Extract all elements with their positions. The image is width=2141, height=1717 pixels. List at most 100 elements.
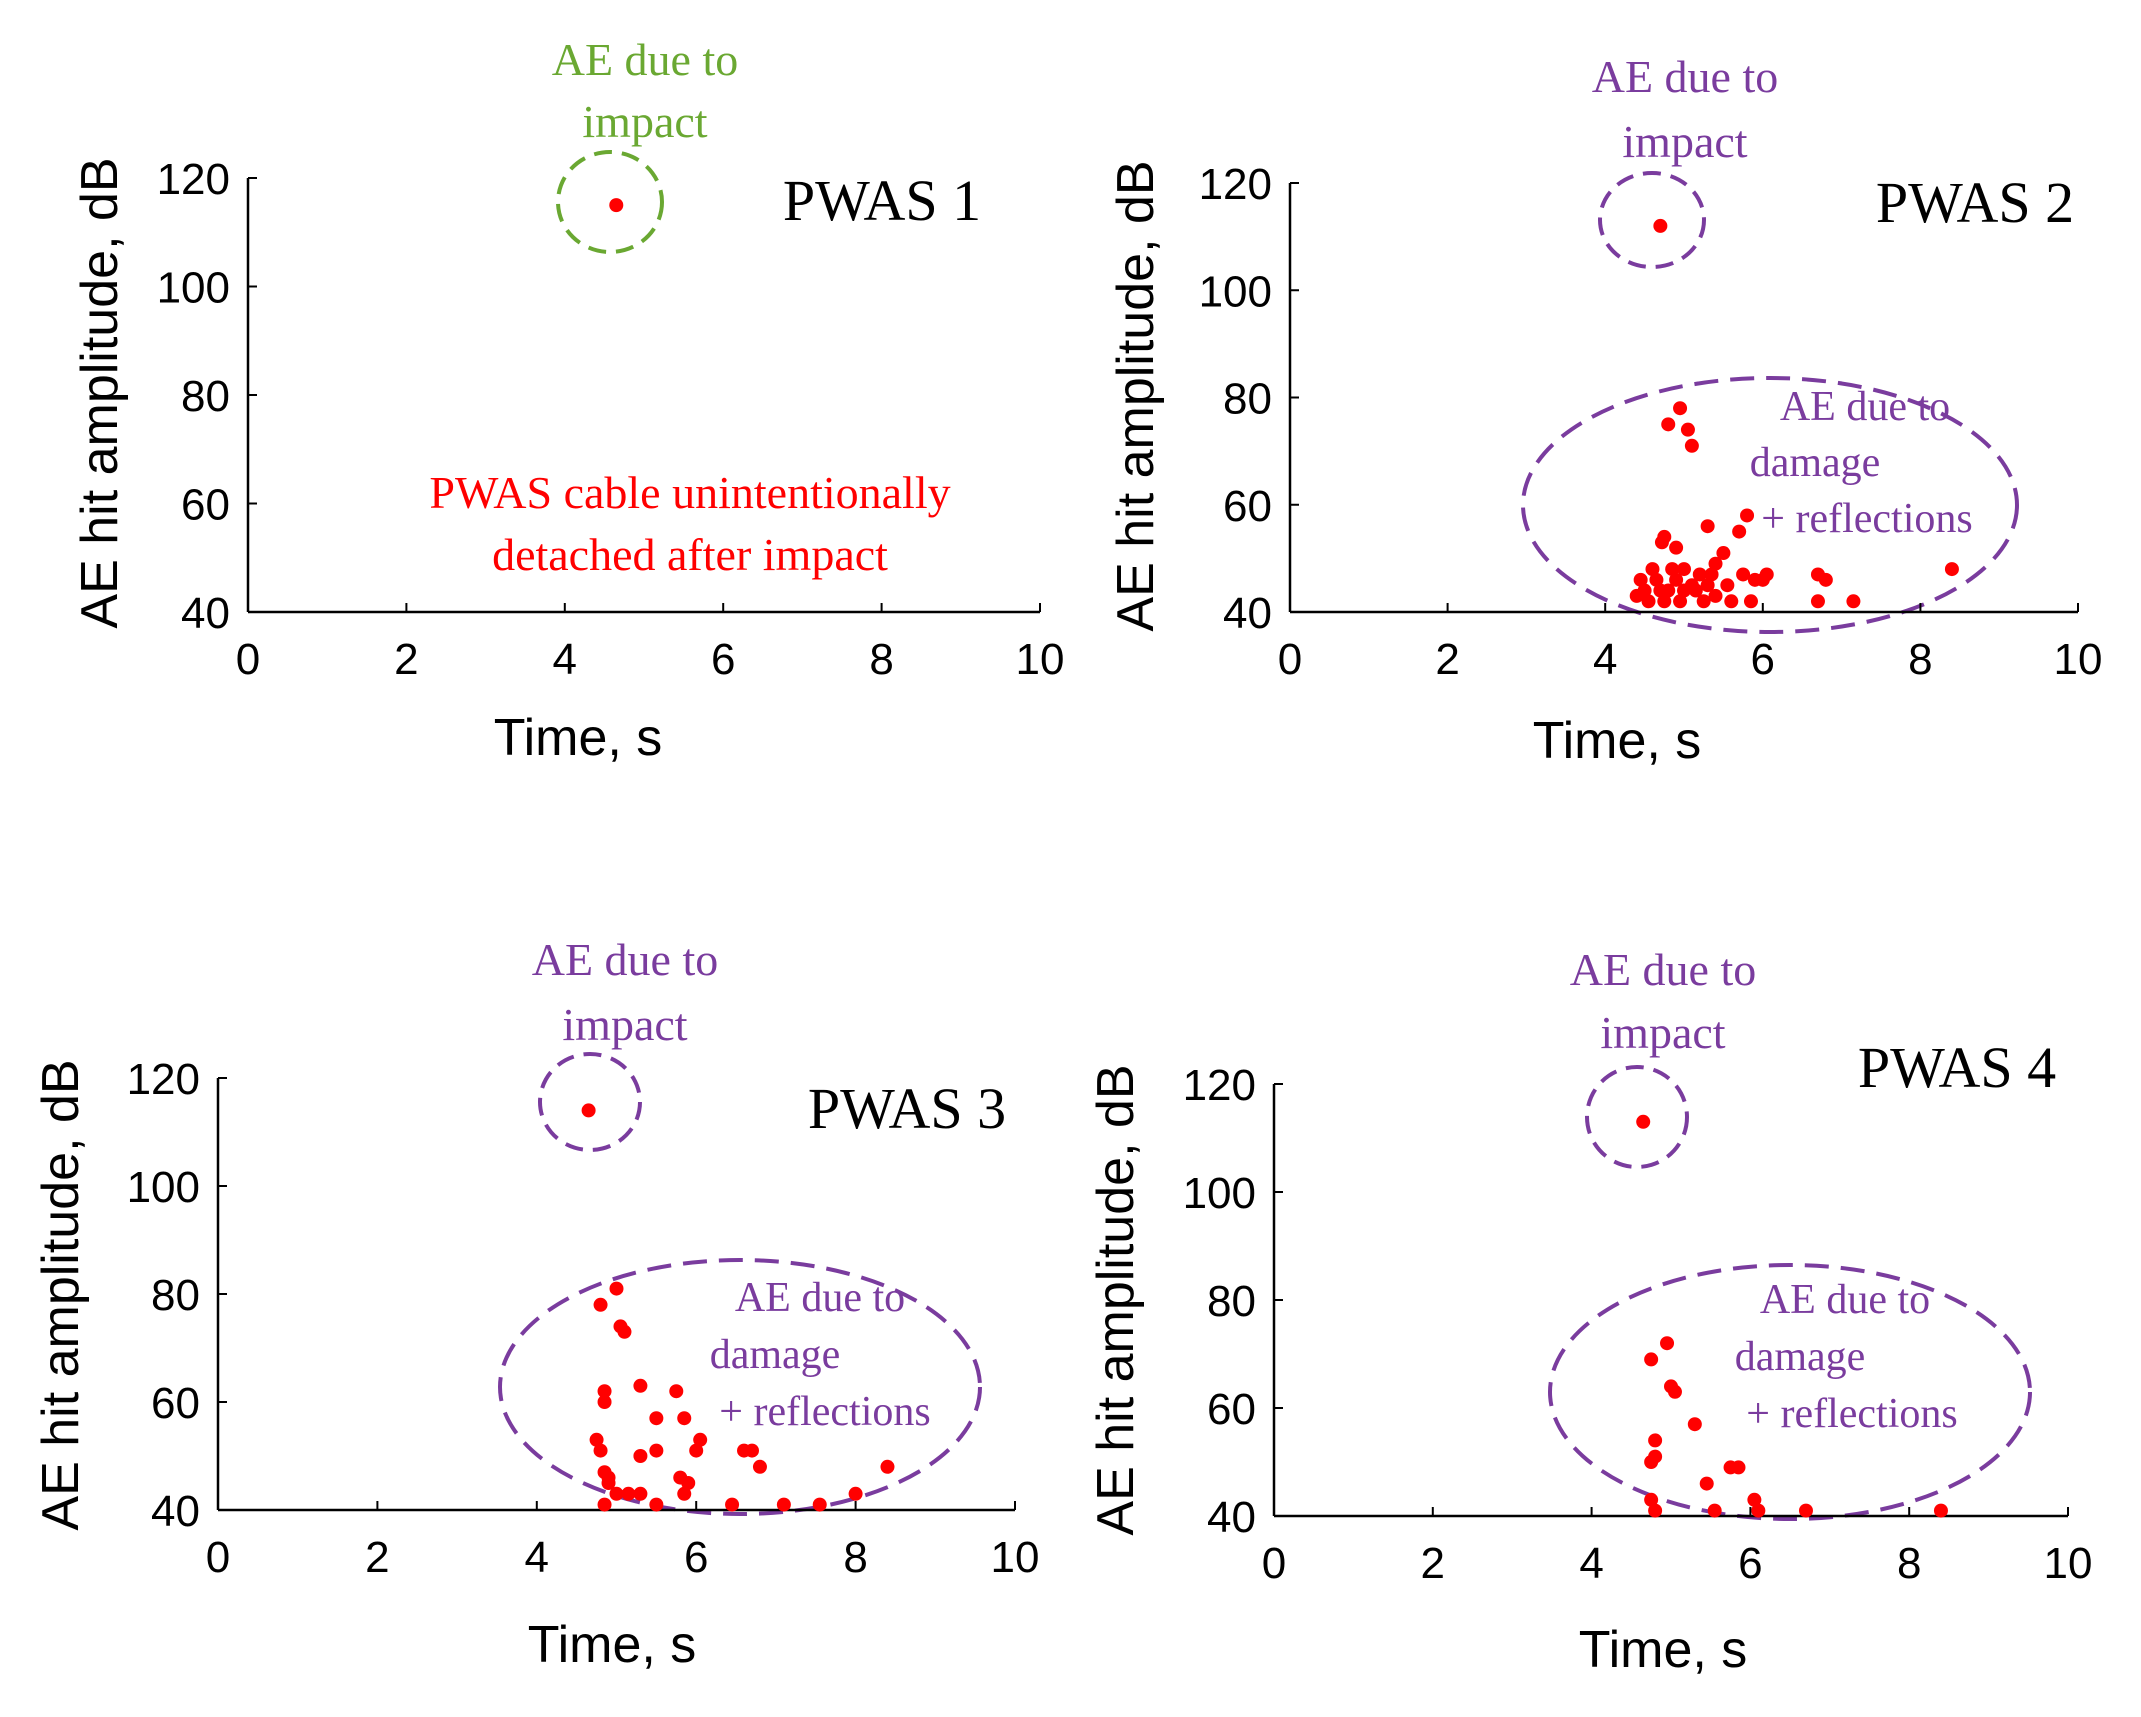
data-point <box>1751 1503 1766 1518</box>
data-point <box>597 1395 612 1409</box>
data-point <box>776 1497 791 1512</box>
data-point <box>593 1297 608 1312</box>
data-point <box>1673 401 1688 416</box>
svg-text:AE hit amplitude, dB: AE hit amplitude, dB <box>1087 1064 1145 1535</box>
data-point <box>1677 583 1691 598</box>
data-point <box>581 1103 596 1118</box>
x-axis-label: Time, s <box>1533 712 1702 770</box>
plot-area: 0 2 4 6 8 10 40 60 80 100 120 <box>1183 1061 2093 1588</box>
panel-pwas-1: AE hit amplitude, dB Time, s PWAS 1 AE d… <box>71 34 1064 767</box>
x-tick-label: 6 <box>711 635 735 684</box>
impact-label-line-2: impact <box>582 96 707 147</box>
x-tick-label: 10 <box>1016 635 1065 684</box>
impact-label-line-1: AE due to <box>552 34 739 85</box>
x-tick-label: 4 <box>553 635 577 684</box>
data-point <box>1648 1433 1663 1448</box>
y-tick-label: 100 <box>1183 1169 1256 1218</box>
panel-title: PWAS 3 <box>808 1076 1006 1141</box>
data-point <box>1699 1476 1714 1491</box>
impact-label-line-1: AE due to <box>1570 944 1757 995</box>
damage-label-line-3: + reflections <box>1761 496 1972 542</box>
data-point <box>1644 1455 1659 1469</box>
data-point <box>1677 562 1691 577</box>
panel-title: PWAS 1 <box>783 168 981 233</box>
svg-text:AE hit amplitude, dB: AE hit amplitude, dB <box>32 1059 90 1530</box>
y-axis-label: AE hit amplitude, dB <box>32 1059 90 1530</box>
data-point <box>1653 218 1668 233</box>
plot-area: 0 2 4 6 8 10 40 60 80 100 120 <box>1199 160 2103 684</box>
data-point <box>649 1443 664 1458</box>
x-axis-label: Time, s <box>1579 1621 1748 1679</box>
y-tick-label: 60 <box>181 481 230 530</box>
damage-label-line-3: + reflections <box>1746 1391 1957 1437</box>
data-point <box>1731 1460 1746 1475</box>
data-point <box>677 1486 692 1501</box>
data-point <box>725 1497 740 1512</box>
data-point <box>1692 567 1707 582</box>
data-point <box>1629 588 1644 603</box>
y-tick-label: 80 <box>1223 375 1272 424</box>
data-point <box>1661 417 1676 432</box>
x-tick-label: 4 <box>525 1533 549 1582</box>
x-tick-label: 10 <box>2054 635 2103 684</box>
y-tick-label: 40 <box>1207 1493 1256 1542</box>
x-tick-label: 0 <box>1262 1539 1286 1588</box>
data-point <box>609 198 624 213</box>
x-tick-label: 4 <box>1593 635 1617 684</box>
data-point <box>609 1486 624 1501</box>
data-point <box>693 1432 708 1447</box>
damage-label-line-1: AE due to <box>1780 384 1950 430</box>
svg-text:AE hit amplitude, dB: AE hit amplitude, dB <box>1107 160 1165 631</box>
data-point <box>1944 562 1959 577</box>
data-point <box>1743 594 1758 609</box>
y-tick-label: 120 <box>1183 1061 1256 1110</box>
data-point <box>633 1486 648 1501</box>
x-tick-label: 10 <box>991 1533 1040 1582</box>
panel-pwas-3: AE hit amplitude, dB Time, s PWAS 3 AE d… <box>32 934 1039 1674</box>
x-axis-label: Time, s <box>528 1616 697 1674</box>
y-tick-label: 100 <box>127 1163 200 1212</box>
y-axis-label: AE hit amplitude, dB <box>1107 160 1165 631</box>
data-point <box>848 1486 863 1501</box>
y-tick-label: 40 <box>151 1487 200 1536</box>
data-point <box>1687 1417 1702 1432</box>
damage-ellipse <box>1548 1263 2032 1521</box>
data-point <box>689 1443 704 1458</box>
y-tick-label: 40 <box>1223 589 1272 638</box>
impact-label-line-2: impact <box>1600 1007 1725 1058</box>
data-point <box>1661 583 1676 598</box>
data-point <box>1648 1503 1663 1518</box>
data-point <box>1798 1503 1813 1518</box>
data-point <box>1669 572 1684 587</box>
data-point <box>1665 562 1680 577</box>
y-axis-label: AE hit amplitude, dB <box>1087 1064 1145 1535</box>
data-point <box>1740 508 1755 523</box>
y-tick-label: 60 <box>1223 482 1272 531</box>
y-tick-label: 120 <box>157 155 230 204</box>
data-point <box>597 1384 612 1399</box>
data-point <box>1644 1492 1659 1507</box>
y-tick-label: 80 <box>1207 1277 1256 1326</box>
damage-ellipse <box>498 1258 982 1516</box>
data-point <box>621 1486 636 1501</box>
damage-label-line-2: damage <box>710 1332 841 1378</box>
impact-label-line-1: AE due to <box>1592 51 1779 102</box>
data-point <box>677 1411 692 1426</box>
panel-pwas-4: AE hit amplitude, dB Time, s PWAS 4 AE d… <box>1087 944 2092 1679</box>
y-tick-label: 120 <box>1199 160 1272 209</box>
data-point <box>1641 594 1656 609</box>
plot-area: 0 2 4 6 8 10 40 60 80 100 120 <box>157 155 1065 684</box>
data-point <box>1667 1384 1682 1399</box>
data-point <box>1933 1503 1948 1518</box>
x-tick-label: 8 <box>843 1533 867 1582</box>
y-tick-label: 100 <box>157 264 230 313</box>
data-point <box>1636 1114 1651 1129</box>
y-tick-label: 80 <box>181 372 230 421</box>
data-point <box>812 1497 827 1512</box>
data-point <box>617 1324 632 1339</box>
impact-label-line-2: impact <box>562 999 687 1050</box>
data-point <box>1704 567 1719 582</box>
impact-circle <box>538 1052 642 1152</box>
data-point <box>649 1497 664 1512</box>
damage-ellipse <box>1521 376 2019 634</box>
